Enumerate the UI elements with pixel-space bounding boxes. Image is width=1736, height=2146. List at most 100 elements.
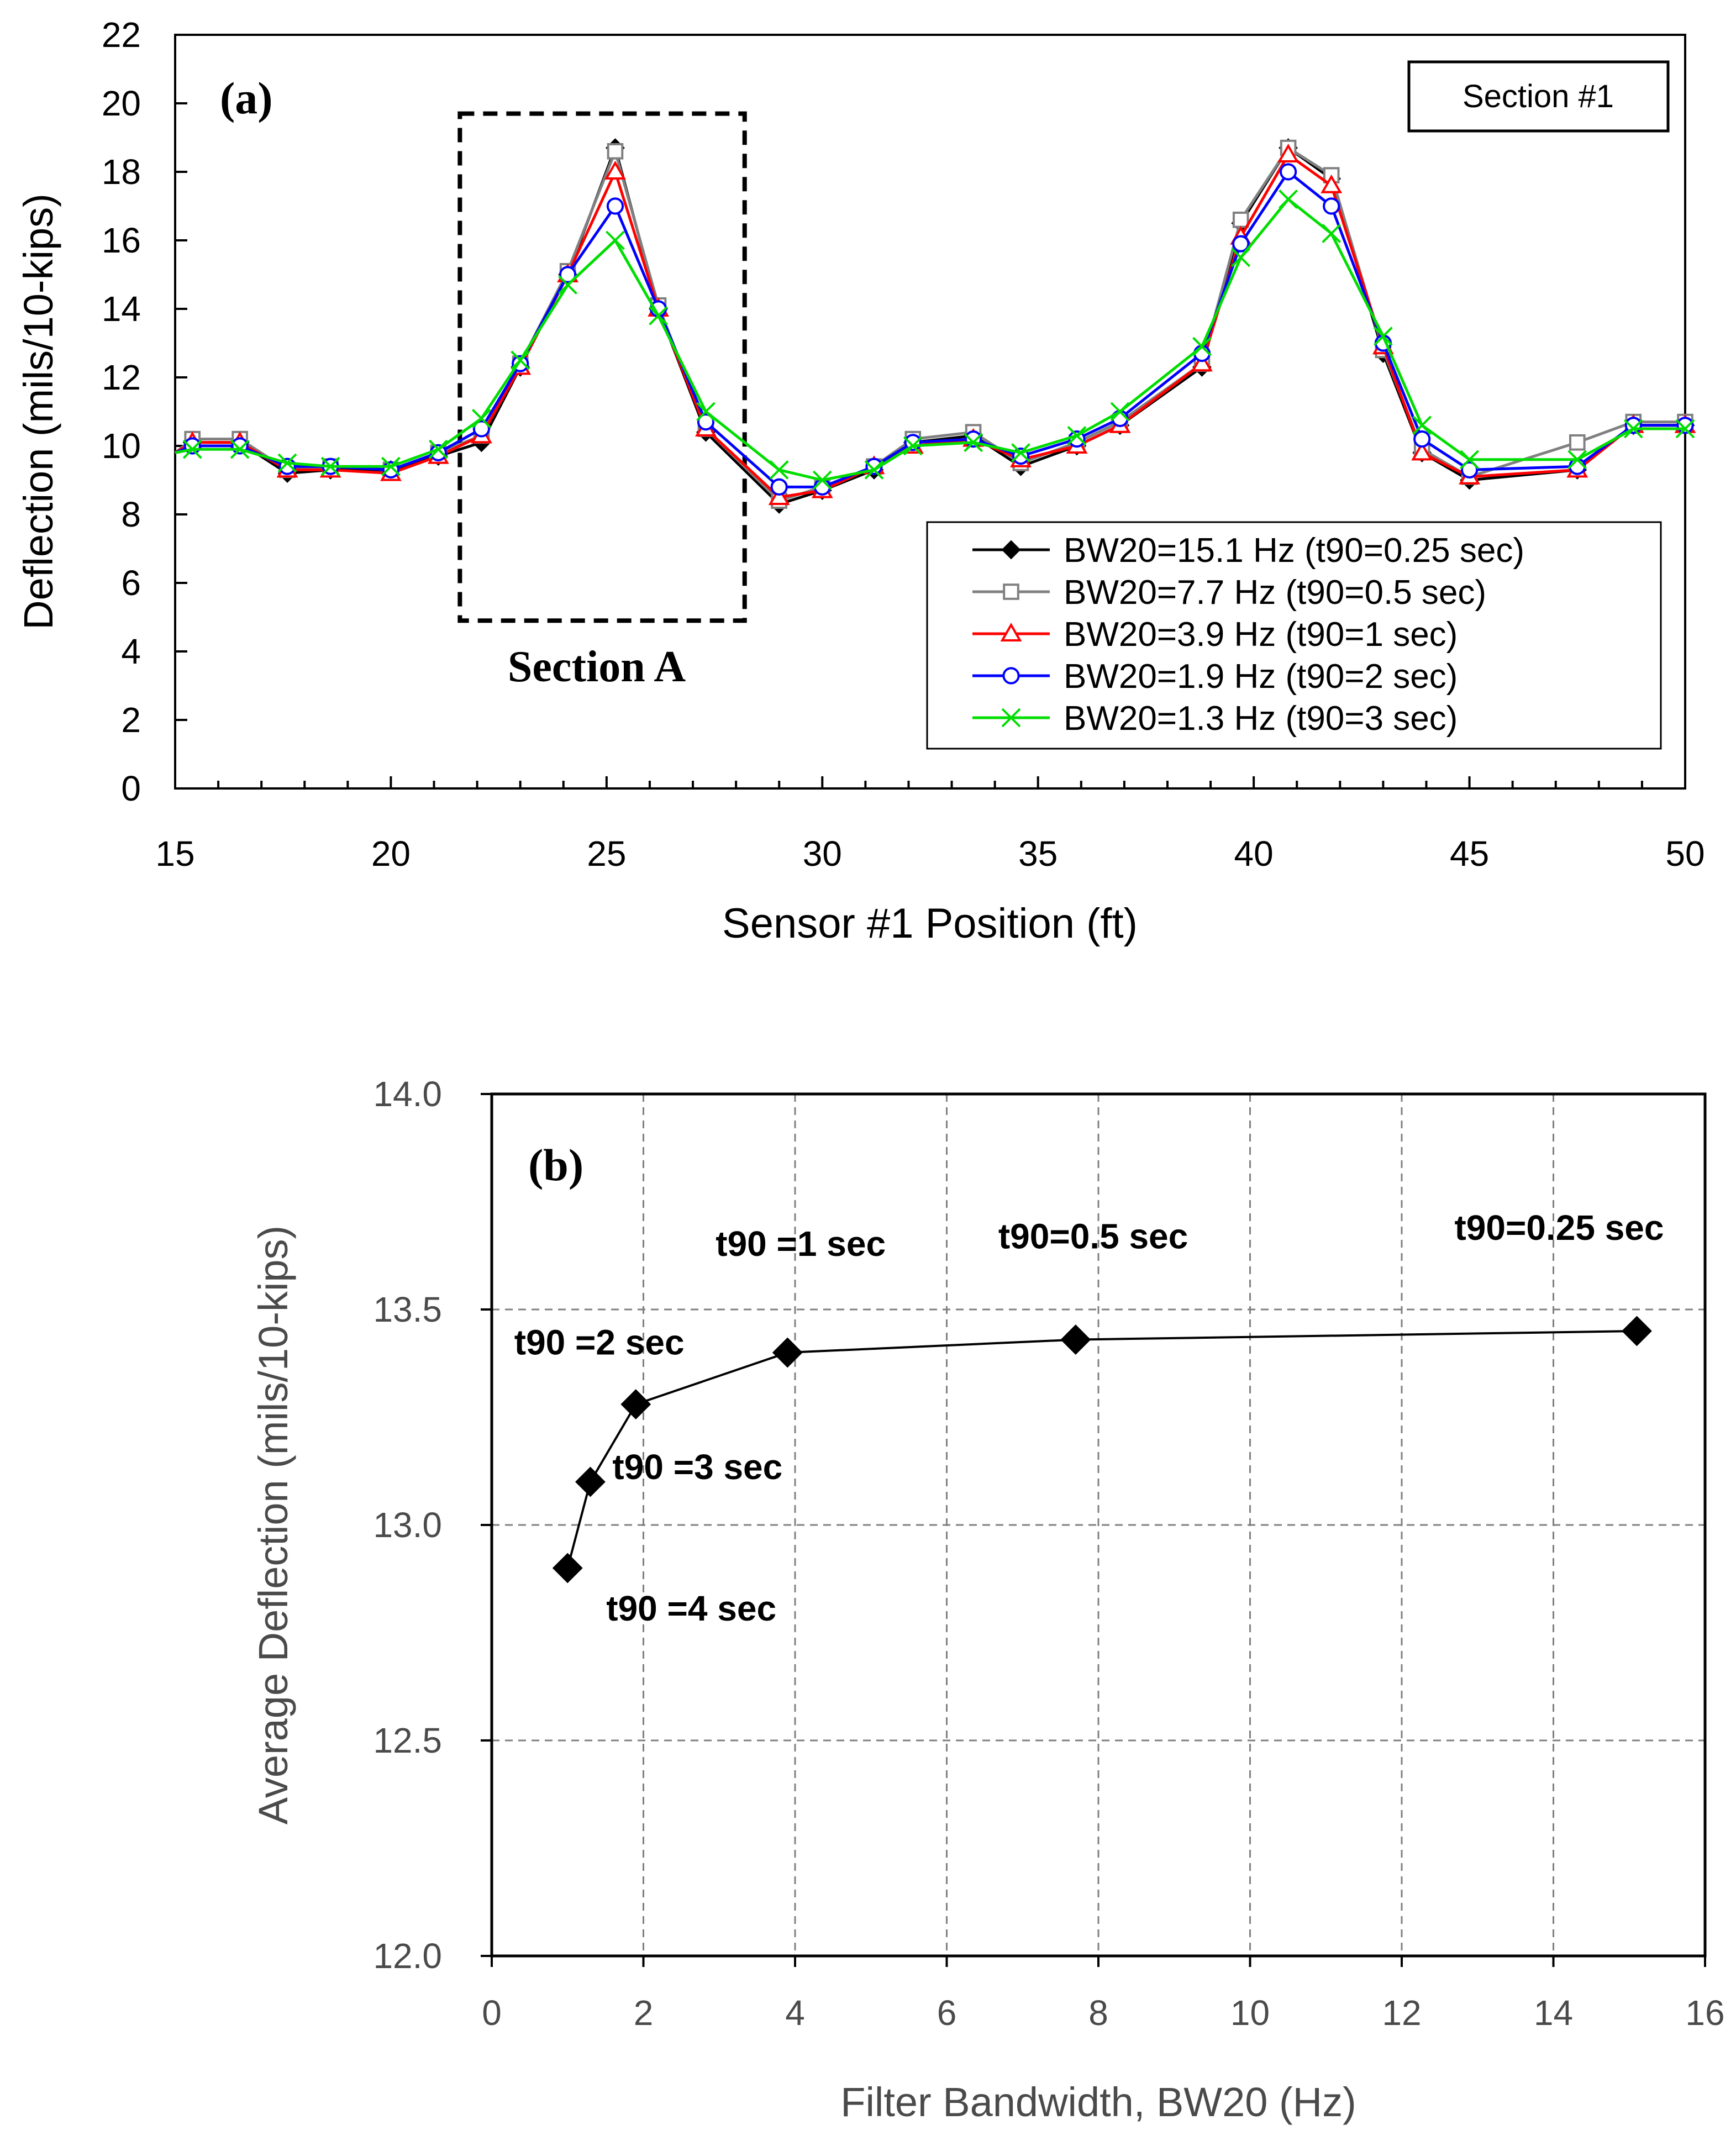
chart-a-point-4 xyxy=(1460,461,1479,479)
chart-a-ticks xyxy=(174,34,1686,790)
section-label: Section #1 xyxy=(1463,78,1614,114)
chart-a-point-5-stroke-2 xyxy=(1623,419,1643,439)
chart-b-x-axis-label: Filter Bandwidth, BW20 (Hz) xyxy=(840,2079,1356,2125)
chart-a-point-4 xyxy=(1323,197,1340,215)
chart-a-point-5 xyxy=(1460,450,1479,470)
chart-a-point-3-shape xyxy=(1321,174,1343,193)
chart-a-point-3-shape xyxy=(1191,353,1213,372)
chart-a-point-2-shape xyxy=(1232,212,1249,228)
chart-b-point xyxy=(772,1337,803,1368)
chart-a-point-5-stroke-2 xyxy=(182,439,202,459)
chart-a-point-5-stroke-2 xyxy=(1231,248,1251,267)
chart-a-point-3-shape xyxy=(1411,441,1433,461)
chart-a-point-5 xyxy=(696,402,716,422)
chart-b-point-shape xyxy=(552,1553,583,1584)
chart-a-point-5 xyxy=(964,433,983,453)
chart-a-point-5-stroke-2 xyxy=(1412,415,1432,435)
chart-a-point-4 xyxy=(472,420,491,438)
chart-b-x-tick-label: 16 xyxy=(1685,1993,1724,2033)
chart-a-point-5 xyxy=(1412,415,1432,435)
chart-a-point-3 xyxy=(768,486,790,505)
chart-a-y-tick-label: 0 xyxy=(121,769,141,808)
chart-b-panel-label: (b) xyxy=(528,1140,583,1190)
chart-a-point-4-shape xyxy=(697,413,715,431)
chart-a-point-5 xyxy=(864,460,884,480)
chart-a-point-3 xyxy=(1191,353,1213,372)
chart-b-x-tick-label: 0 xyxy=(482,1993,502,2033)
chart-b-y-tick-label: 12.0 xyxy=(373,1936,442,1976)
chart-a-point-5-stroke-2 xyxy=(1192,336,1212,356)
chart-a-series-line-2 xyxy=(174,146,1685,503)
chart-a-point-4-shape xyxy=(1323,197,1340,215)
chart-a-point-5 xyxy=(320,456,340,476)
chart-a-point-5-stroke-2 xyxy=(1373,327,1393,346)
chart-a-point-5-stroke-2 xyxy=(558,275,577,295)
chart-a-point-5-stroke-2 xyxy=(1011,443,1030,462)
chart-a-y-tick-label: 22 xyxy=(102,15,141,55)
chart-a-panel-label: (a) xyxy=(220,73,273,123)
legend-entry-label: BW20=15.1 Hz (t90=0.25 sec) xyxy=(1064,532,1524,570)
chart-a-point-4-shape xyxy=(1569,457,1586,475)
chart-a-point-2-shape xyxy=(1569,434,1586,451)
chart-a-point-5-stroke-2 xyxy=(230,439,250,459)
chart-a-y-tick-label: 2 xyxy=(121,700,141,740)
section-a-label: Section A xyxy=(508,643,686,691)
legend-marker xyxy=(1002,667,1020,685)
chart-b-point-shape xyxy=(620,1389,651,1420)
chart-a-point-4-shape xyxy=(1413,430,1431,448)
chart-a-point-5 xyxy=(903,436,923,456)
legend-marker xyxy=(1000,622,1022,641)
chart-a-y-tick-label: 16 xyxy=(102,220,141,260)
chart-a-point-5 xyxy=(277,453,297,473)
chart-b-x-tick-label: 2 xyxy=(634,1993,654,2033)
chart-a-point-5-stroke-2 xyxy=(471,408,491,428)
legend-marker-shape xyxy=(1001,540,1021,560)
chart-a-point-4 xyxy=(559,266,577,283)
legend-marker xyxy=(1003,583,1019,600)
chart-b-x-tick-label: 8 xyxy=(1088,1993,1108,2033)
chart-a-x-tick-label: 40 xyxy=(1234,834,1274,874)
chart-a-x-tick-label: 25 xyxy=(587,834,626,874)
chart-a-x-tick-label: 45 xyxy=(1450,834,1489,874)
chart-b-point xyxy=(552,1553,583,1584)
chart-b-point-shape xyxy=(772,1337,803,1368)
legend-entry-label: BW20=7.7 Hz (t90=0.5 sec) xyxy=(1064,574,1486,612)
chart-a-point-5-stroke-2 xyxy=(1675,419,1695,439)
chart-a-point-4-shape xyxy=(1676,417,1694,434)
chart-a-point-5 xyxy=(1067,425,1087,445)
legend-marker-shape xyxy=(1003,583,1019,600)
chart-b-point xyxy=(1060,1324,1091,1355)
chart-a-point-4-shape xyxy=(429,444,447,462)
chart-b-annotations: t90 =4 sec t90 =3 sec t90 =2 sec t90 =1 sec… xyxy=(514,1208,1664,1628)
chart-a-y-tick-label: 4 xyxy=(121,632,141,671)
chart-b-series-line xyxy=(566,1330,1637,1569)
chart-a-point-4-shape xyxy=(1280,163,1297,181)
chart-a-point-3-shape xyxy=(1277,143,1300,162)
chart-a-y-tick-label: 6 xyxy=(121,563,141,603)
chart-a-point-5-stroke-2 xyxy=(1279,190,1298,209)
chart-a-point-5-stroke-2 xyxy=(1067,425,1087,445)
chart-a-point-4-shape xyxy=(1232,235,1250,253)
chart-a-x-axis-label: Sensor #1 Position (ft) xyxy=(722,900,1138,947)
chart-a-point-5-stroke-2 xyxy=(696,402,716,422)
chart-a-point-4 xyxy=(697,413,715,431)
legend-entry-label: BW20=3.9 Hz (t90=1 sec) xyxy=(1064,616,1458,654)
chart-a-tick-labels: 0 2 4 6 8 10 12 14 16 18 20 22 15 20 25 30 35 40 45 50 xyxy=(102,15,1705,874)
chart-a-point-5-stroke-2 xyxy=(381,456,401,476)
chart-a-legend xyxy=(926,521,1662,750)
chart-a-point-4 xyxy=(813,478,831,496)
chart-a-point-5 xyxy=(511,350,530,370)
chart-a-point-5 xyxy=(381,456,401,476)
chart-a-point-3 xyxy=(1277,143,1300,162)
chart-b-y-tick-label: 13.0 xyxy=(373,1505,442,1545)
chart-b-annotation: t90=0.25 sec xyxy=(1454,1208,1664,1248)
legend-marker-stroke-2 xyxy=(1001,708,1021,728)
chart-a-point-2 xyxy=(607,143,624,160)
chart-a-y-tick-label: 20 xyxy=(102,83,141,123)
chart-a-point-5-stroke-2 xyxy=(1322,224,1342,244)
chart-a-point-5-stroke-2 xyxy=(277,453,297,473)
legend-marker-shape xyxy=(1000,622,1022,641)
chart-b-annotation: t90 =3 sec xyxy=(612,1447,782,1487)
